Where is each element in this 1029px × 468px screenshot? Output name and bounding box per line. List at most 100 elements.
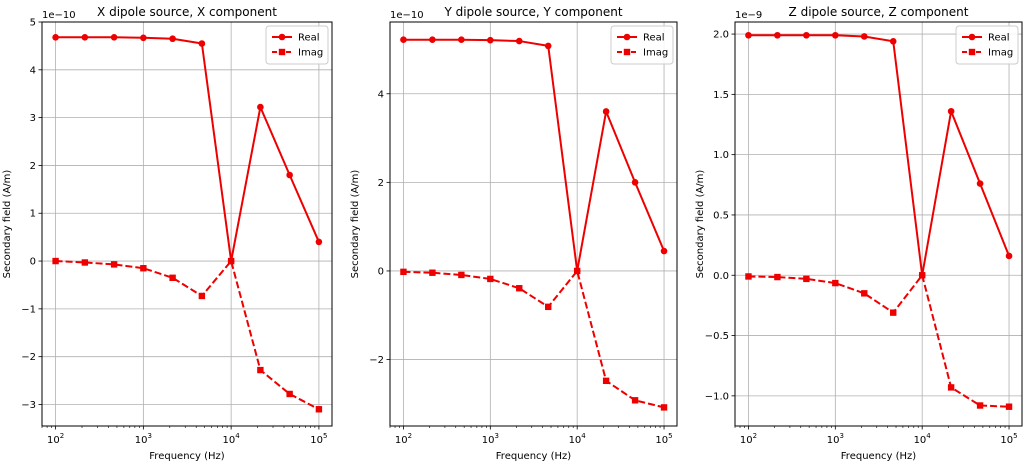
data-point-real	[889, 37, 897, 45]
plot-area	[42, 22, 332, 426]
legend-label: Real	[988, 33, 1010, 44]
data-point-imag	[573, 267, 581, 275]
data-point-imag	[803, 275, 810, 283]
data-point-imag	[169, 274, 176, 281]
y-tick-label: −2	[369, 355, 384, 366]
y-axis-label: Secondary field (A/m)	[350, 170, 361, 279]
data-point-imag	[918, 272, 926, 279]
data-point-imag	[774, 273, 781, 281]
y-tick-label: 2.0	[713, 30, 729, 41]
data-point-imag	[81, 259, 89, 266]
data-point-imag	[315, 406, 323, 413]
data-point-real	[832, 31, 839, 39]
data-point-imag	[861, 290, 868, 297]
y-tick-label: 0	[378, 266, 384, 277]
legend: Real Imag	[955, 25, 1019, 65]
series-line-imag	[748, 274, 1010, 408]
series-line-imag	[55, 260, 320, 411]
y-tick-label: 0	[30, 257, 36, 268]
data-point-imag	[52, 257, 59, 265]
x-tick-label: 103	[135, 432, 152, 446]
chart-panel-3: 102 103 104 105 −1.0 −0.5 0.0 0.5 1.0 1.5 2.0 1e−9 Z…	[695, 5, 1023, 462]
legend-label: Real	[298, 33, 320, 44]
y-multiplier-label: 1e−10	[390, 10, 424, 21]
data-point-imag	[400, 268, 407, 276]
data-point-imag	[976, 402, 984, 409]
data-point-imag	[227, 257, 235, 265]
y-tick-label: 4	[378, 89, 384, 100]
legend-marker-imag	[278, 48, 286, 56]
legend-marker-real	[278, 33, 286, 41]
chart-panel-2: 102 103 104 105 −2 0 2 4 1e−10 Y dipole source, Y…	[350, 5, 678, 462]
axes-frame	[734, 21, 1023, 427]
y-tick-label: 1	[30, 209, 36, 220]
x-tick-label: 105	[655, 432, 672, 446]
y-multiplier-label: 1e−9	[735, 10, 762, 21]
y-tick-label: 5	[30, 18, 36, 29]
x-tick-label: 103	[482, 432, 499, 446]
data-point-real	[286, 171, 293, 179]
data-point-real	[110, 33, 118, 41]
data-point-imag	[947, 384, 955, 391]
y-axis: −2 0 2 4	[369, 89, 390, 366]
data-point-imag	[602, 377, 610, 385]
x-axis-label: Frequency (Hz)	[496, 451, 572, 462]
y-tick-label: 2	[30, 161, 36, 172]
data-point-real	[602, 108, 610, 115]
data-point-imag	[1005, 403, 1013, 410]
data-point-real	[976, 180, 984, 187]
data-point-imag	[458, 271, 465, 279]
x-tick-label: 104	[223, 432, 241, 446]
x-tick-label: 105	[1000, 432, 1017, 446]
data-point-real	[631, 179, 639, 186]
data-point-real	[947, 107, 955, 115]
x-tick-label: 104	[914, 432, 932, 446]
plot-area	[735, 22, 1022, 426]
data-point-imag	[286, 390, 293, 398]
data-point-imag	[745, 273, 752, 280]
legend-marker-real	[968, 33, 976, 41]
data-point-real	[315, 238, 323, 246]
x-axis: 102 103 104 105	[734, 426, 1018, 446]
y-tick-label: −3	[21, 400, 36, 411]
data-point-real	[515, 37, 523, 45]
x-tick-label: 102	[395, 432, 412, 446]
x-axis-label: Frequency (Hz)	[149, 451, 225, 462]
chart-panel-1: 102 103 104 105 −3 −2 −1 0 1 2 3 4 5 1e−10 X dipole so…	[2, 5, 333, 462]
legend-label: Imag	[988, 48, 1013, 59]
plot-area	[390, 22, 677, 426]
data-point-real	[81, 33, 89, 41]
data-point-real	[52, 33, 59, 41]
y-tick-label: 1.5	[713, 90, 729, 101]
data-point-imag	[429, 269, 436, 276]
series-real	[52, 33, 323, 265]
data-point-imag	[140, 265, 147, 272]
data-point-imag	[110, 261, 118, 268]
y-axis-label: Secondary field (A/m)	[695, 170, 706, 279]
legend-marker-imag	[623, 48, 631, 56]
data-point-real	[400, 36, 407, 44]
series-imag	[745, 272, 1013, 410]
y-tick-label: −2	[21, 352, 36, 363]
x-tick-label: 102	[740, 432, 757, 446]
data-point-real	[660, 247, 668, 255]
y-tick-label: 0.0	[713, 271, 729, 282]
y-tick-label: −1	[21, 304, 36, 315]
x-tick-label: 104	[569, 432, 587, 446]
y-axis: −3 −2 −1 0 1 2 3 4 5	[21, 18, 42, 411]
axes-frame	[389, 21, 678, 427]
series-line-imag	[403, 269, 665, 409]
y-tick-label: 4	[30, 65, 36, 76]
data-point-imag	[257, 366, 264, 374]
y-tick-label: 0.5	[713, 210, 729, 221]
data-point-real	[429, 36, 436, 44]
legend-label: Real	[643, 33, 665, 44]
series-imag	[400, 267, 668, 411]
data-point-real	[1005, 252, 1013, 260]
data-point-real	[487, 36, 494, 44]
series-line-real	[403, 38, 665, 272]
series-imag	[52, 257, 323, 413]
data-point-real	[140, 34, 147, 42]
data-point-real	[544, 42, 552, 50]
